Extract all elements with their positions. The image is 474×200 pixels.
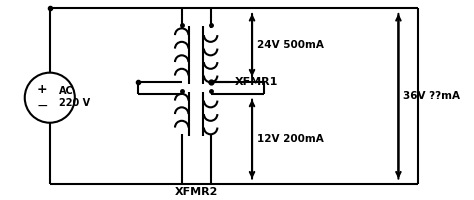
Text: AC: AC (59, 86, 74, 96)
Text: XFMR1: XFMR1 (235, 77, 278, 87)
Text: 36V ??mA: 36V ??mA (403, 91, 460, 101)
Text: XFMR2: XFMR2 (174, 187, 218, 197)
Text: 24V 500mA: 24V 500mA (257, 40, 324, 50)
Text: −: − (36, 98, 48, 112)
Text: 220 V: 220 V (59, 98, 91, 108)
Text: +: + (37, 83, 47, 96)
Text: 12V 200mA: 12V 200mA (257, 134, 324, 144)
